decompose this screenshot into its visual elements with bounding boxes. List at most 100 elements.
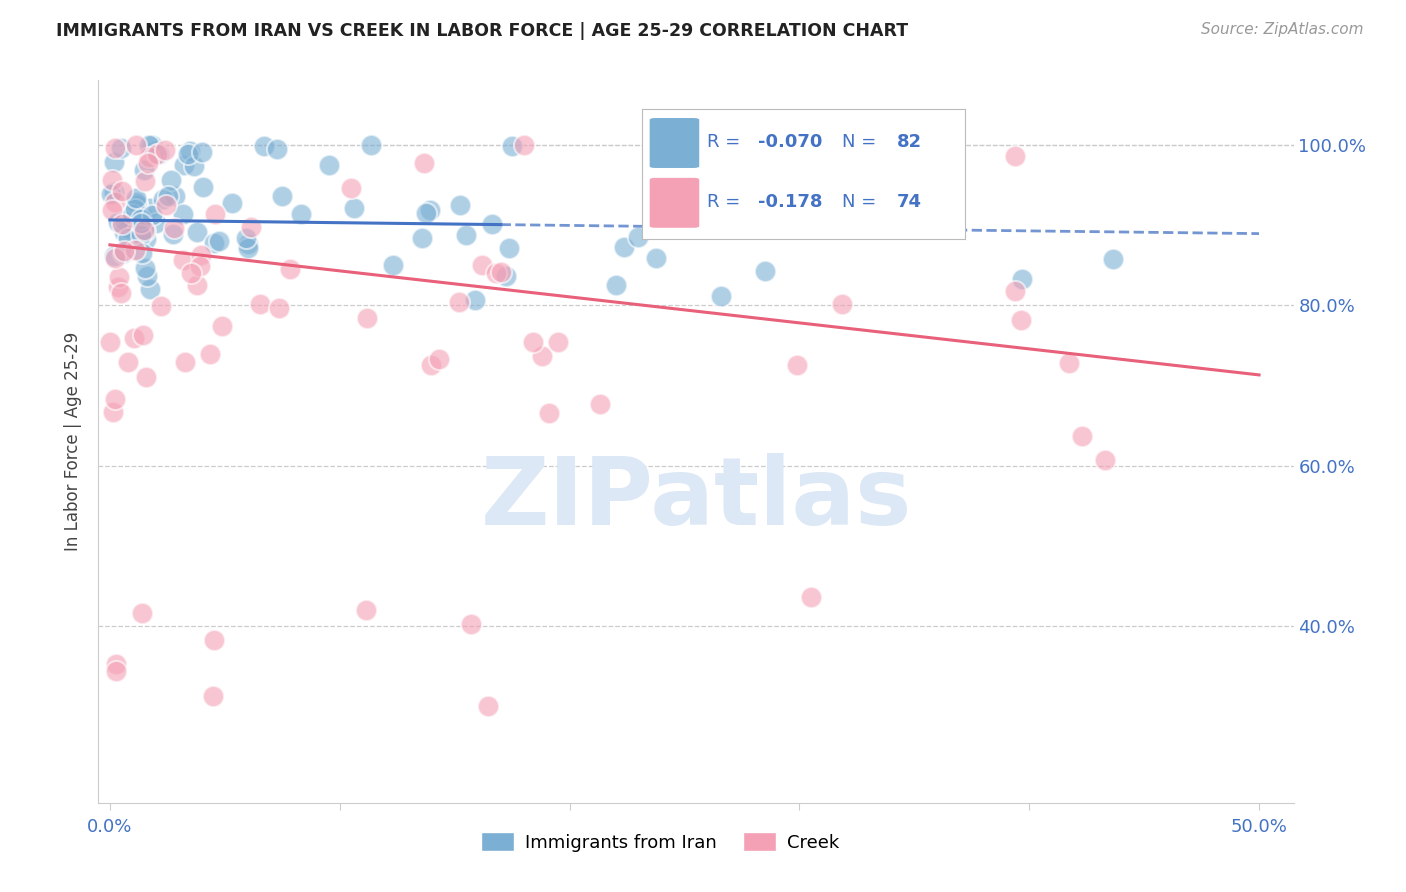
Point	[101, 405, 124, 419]
Point	[104, 251, 127, 265]
Point	[318, 158, 340, 172]
Point	[193, 179, 215, 194]
Point	[420, 358, 443, 372]
Point	[1094, 452, 1116, 467]
Point	[112, 225, 135, 239]
Point	[201, 690, 224, 704]
Point	[132, 223, 155, 237]
Point	[136, 268, 159, 283]
Point	[132, 209, 155, 223]
Point	[101, 202, 124, 217]
Point	[152, 193, 174, 207]
Point	[124, 202, 146, 216]
Point	[107, 269, 129, 284]
Point	[162, 227, 184, 241]
Point	[117, 231, 139, 245]
Point	[179, 145, 201, 159]
Point	[786, 358, 808, 372]
Point	[107, 280, 129, 294]
Point	[454, 227, 477, 242]
Point	[155, 198, 177, 212]
Point	[236, 241, 259, 255]
Point	[156, 189, 179, 203]
Point	[449, 198, 471, 212]
Point	[800, 590, 823, 604]
Legend: Immigrants from Iran, Creek: Immigrants from Iran, Creek	[474, 825, 846, 859]
Point	[589, 397, 612, 411]
Point	[501, 139, 523, 153]
Point	[118, 220, 141, 235]
Point	[148, 147, 170, 161]
Point	[105, 665, 128, 679]
Point	[481, 217, 503, 231]
Point	[101, 173, 124, 187]
Point	[145, 216, 167, 230]
Point	[141, 137, 163, 152]
Point	[183, 159, 205, 173]
Point	[415, 206, 437, 220]
Point	[134, 163, 156, 178]
Point	[143, 144, 166, 158]
Point	[149, 299, 172, 313]
Point	[495, 269, 517, 284]
Point	[513, 137, 536, 152]
Point	[1102, 252, 1125, 267]
Point	[174, 354, 197, 368]
Point	[831, 297, 853, 311]
Point	[131, 607, 153, 621]
Point	[141, 209, 163, 223]
Point	[253, 138, 276, 153]
Point	[134, 225, 156, 239]
Point	[644, 251, 666, 265]
Point	[129, 216, 152, 230]
Point	[138, 150, 160, 164]
Point	[186, 225, 208, 239]
Point	[153, 144, 176, 158]
Point	[176, 146, 198, 161]
Point	[112, 246, 135, 260]
Point	[204, 236, 226, 251]
Point	[267, 301, 290, 316]
Point	[122, 331, 145, 345]
Point	[104, 657, 127, 671]
Point	[131, 328, 153, 343]
Point	[172, 252, 194, 267]
Point	[204, 207, 226, 221]
Point	[278, 262, 301, 277]
Point	[129, 212, 152, 227]
Point	[98, 334, 121, 349]
Point	[173, 158, 195, 172]
Point	[111, 217, 134, 231]
Point	[202, 633, 225, 648]
Point	[627, 230, 650, 244]
Point	[208, 235, 231, 249]
Point	[1057, 356, 1080, 370]
Point	[125, 198, 148, 212]
Point	[124, 243, 146, 257]
Point	[165, 188, 187, 202]
Point	[1004, 285, 1026, 299]
Point	[138, 137, 160, 152]
Point	[340, 180, 363, 194]
Point	[538, 406, 561, 420]
Point	[360, 137, 382, 152]
Point	[125, 192, 148, 206]
Point	[107, 215, 129, 229]
Point	[1010, 312, 1032, 326]
Point	[110, 141, 132, 155]
Point	[522, 335, 544, 350]
Point	[104, 141, 127, 155]
Point	[186, 278, 208, 293]
Point	[180, 266, 202, 280]
Point	[266, 142, 288, 156]
Point	[221, 195, 243, 210]
Point	[547, 335, 569, 350]
Point	[134, 174, 156, 188]
Point	[112, 244, 135, 259]
Point	[489, 265, 512, 279]
Point	[103, 185, 125, 199]
Point	[530, 349, 553, 363]
Point	[460, 617, 482, 632]
Point	[190, 259, 212, 273]
Point	[271, 189, 294, 203]
